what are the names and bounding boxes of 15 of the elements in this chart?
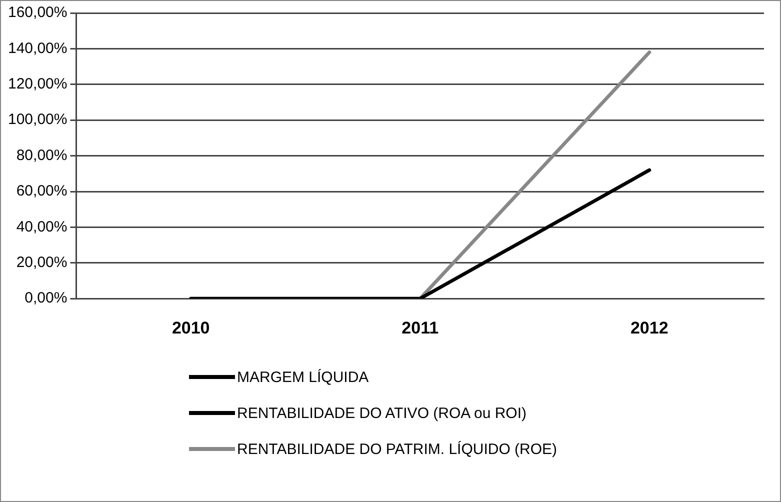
x-tick-label: 2010 (172, 318, 210, 338)
y-tick-label: 80,00% (16, 146, 68, 164)
y-tick-label: 40,00% (16, 218, 68, 236)
legend-label: RENTABILIDADE DO ATIVO (ROA ou ROI) (237, 404, 527, 422)
y-tick-label: 140,00% (8, 40, 68, 57)
legend-label: RENTABILIDADE DO PATRIM. LÍQUIDO (ROE) (237, 440, 558, 458)
y-tick-label: 0,00% (24, 290, 68, 307)
y-tick-label: 20,00% (16, 254, 68, 272)
x-tick-label: 2012 (630, 318, 668, 338)
x-tick-label: 2011 (402, 318, 439, 338)
legend-label: MARGEM LÍQUIDA (237, 368, 369, 386)
y-tick-label: 100,00% (8, 111, 68, 128)
y-tick-label: 160,00% (8, 4, 68, 22)
y-tick-label: 120,00% (8, 76, 68, 93)
y-tick-label: 60,00% (16, 182, 68, 200)
